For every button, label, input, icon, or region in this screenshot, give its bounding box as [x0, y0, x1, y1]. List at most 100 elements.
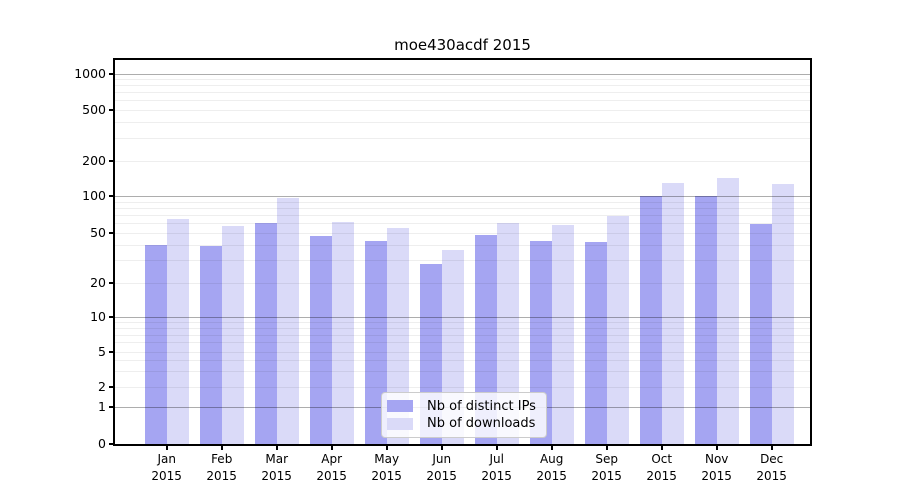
bar — [496, 222, 519, 444]
x-tick-label: Aug 2015 — [536, 452, 567, 484]
bar — [551, 224, 574, 444]
gridline-major — [115, 73, 810, 75]
bar — [199, 246, 222, 444]
y-tick-label: 50 — [90, 224, 106, 240]
legend: Nb of distinct IPs Nb of downloads — [381, 392, 547, 438]
gridline — [115, 371, 810, 373]
gridline — [115, 92, 810, 94]
x-tick — [605, 446, 608, 450]
x-tick-label: Mar 2015 — [261, 452, 292, 484]
x-tick — [440, 446, 443, 450]
y-tick-label: 5 — [98, 343, 106, 359]
y-tick-label: 200 — [82, 153, 106, 168]
bar — [254, 222, 277, 444]
legend-item: Nb of downloads — [387, 416, 538, 431]
gridline — [115, 327, 810, 329]
x-tick-label: Jan 2015 — [151, 452, 182, 484]
gridline — [115, 100, 810, 102]
gridline — [115, 214, 810, 216]
gridline — [115, 282, 810, 284]
x-tick — [275, 446, 278, 450]
x-tick — [660, 446, 663, 450]
bar — [584, 242, 607, 444]
bar — [749, 223, 772, 444]
gridline — [115, 321, 810, 323]
bar — [166, 218, 189, 444]
bar — [474, 234, 497, 444]
x-tick-label: Oct 2015 — [646, 452, 677, 484]
gridline — [115, 232, 810, 234]
bar — [221, 225, 244, 444]
y-tick — [109, 231, 113, 234]
bar — [276, 197, 299, 444]
y-tick — [109, 72, 113, 75]
y-tick — [109, 281, 113, 284]
bar — [331, 222, 354, 444]
y-tick-label: 1000 — [74, 65, 106, 81]
legend-swatch-distinct-ips — [387, 400, 413, 413]
bar — [386, 228, 409, 444]
y-tick-label: 10 — [90, 308, 106, 324]
x-tick-label: Dec 2015 — [756, 452, 787, 484]
legend-label: Nb of downloads — [427, 416, 536, 432]
legend-label: Nb of distinct IPs — [427, 398, 536, 414]
legend-swatch-downloads — [387, 417, 413, 430]
y-tick-label: 0 — [98, 436, 106, 451]
gridline — [115, 207, 810, 209]
y-tick — [109, 315, 113, 318]
gridline — [115, 342, 810, 344]
gridline — [115, 387, 810, 388]
y-tick — [109, 195, 113, 198]
x-tick — [330, 446, 333, 450]
bar — [716, 178, 739, 444]
gridline — [115, 222, 810, 224]
gridline — [115, 201, 810, 203]
y-tick — [109, 109, 113, 111]
gridline — [115, 351, 810, 353]
x-tick-label: Sep 2015 — [591, 452, 622, 484]
bar — [771, 184, 794, 444]
gridline — [115, 79, 810, 81]
bar — [639, 196, 662, 444]
gridline — [115, 334, 810, 336]
gridline — [115, 85, 810, 87]
y-tick — [109, 350, 113, 353]
y-tick-label: 500 — [82, 102, 106, 117]
x-tick — [550, 446, 553, 450]
chart-title: moe430acdf 2015 — [394, 36, 531, 54]
gridline — [115, 244, 810, 246]
x-tick — [495, 446, 498, 450]
x-tick-label: Feb 2015 — [206, 452, 237, 484]
x-tick-label: Apr 2015 — [316, 452, 347, 484]
bar — [144, 244, 167, 444]
x-tick-label: Nov 2015 — [701, 452, 732, 484]
y-tick-label: 100 — [82, 188, 106, 204]
gridline — [115, 122, 810, 124]
x-tick — [165, 446, 168, 450]
gridline-major — [115, 196, 810, 198]
y-tick — [109, 405, 113, 408]
gridline — [115, 110, 810, 111]
bar — [694, 196, 717, 444]
y-tick-label: 20 — [90, 274, 106, 290]
y-tick — [109, 160, 113, 162]
bar — [309, 235, 332, 444]
x-tick — [220, 446, 223, 450]
gridline — [115, 138, 810, 140]
y-tick-label: 1 — [98, 398, 106, 414]
y-tick-label: 2 — [98, 379, 106, 394]
bar — [661, 182, 684, 444]
legend-item: Nb of distinct IPs — [387, 399, 538, 414]
x-tick-label: Jul 2015 — [481, 452, 512, 484]
gridline — [115, 161, 810, 162]
gridline — [115, 260, 810, 262]
gridline-major — [115, 316, 810, 318]
bar — [606, 216, 629, 444]
x-tick-label: May 2015 — [371, 452, 402, 484]
x-tick-label: Jun 2015 — [426, 452, 457, 484]
x-tick — [770, 446, 773, 450]
x-tick — [715, 446, 718, 450]
y-tick — [109, 386, 113, 388]
gridline — [115, 360, 810, 362]
